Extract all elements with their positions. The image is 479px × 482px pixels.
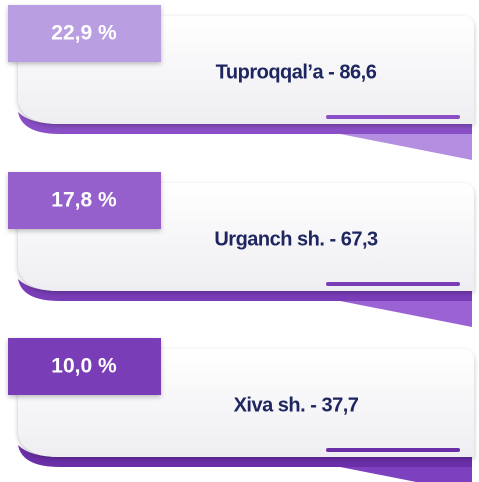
percent-text: 22,9 % [51, 22, 117, 45]
percent-text: 17,8 % [51, 189, 117, 212]
accent-line [326, 115, 460, 119]
card-fold [330, 299, 472, 327]
card: 17,8 % Urganch sh. - 67,3 [8, 172, 474, 327]
card-label: Tuproqqal’a - 86,6 [216, 61, 377, 83]
card-edge [18, 112, 472, 134]
card-fold [330, 465, 472, 482]
percent-tag [8, 5, 161, 62]
accent-line [326, 448, 460, 452]
percent-text: 10,0 % [51, 355, 117, 378]
card: 10,0 % Xiva sh. - 37,7 [8, 338, 474, 482]
card: 22,9 % Tuproqqal’a - 86,6 [8, 5, 474, 160]
percent-tag [8, 338, 161, 395]
card-edge [18, 279, 472, 301]
accent-line [326, 282, 460, 286]
card-label: Xiva sh. - 37,7 [234, 394, 359, 416]
card-fold [330, 132, 472, 160]
percent-tag [8, 172, 161, 229]
card-label: Urganch sh. - 67,3 [214, 228, 378, 250]
card-edge [18, 445, 472, 467]
